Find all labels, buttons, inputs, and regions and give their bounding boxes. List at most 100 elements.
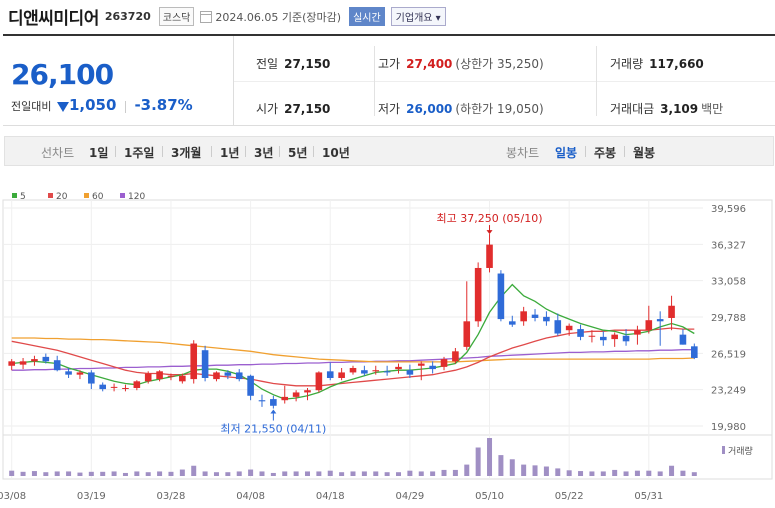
- candle-body: [281, 396, 289, 401]
- realtime-button[interactable]: 실시간: [349, 7, 385, 26]
- volume-bar: [304, 471, 310, 476]
- volume-label: 거래량: [728, 445, 753, 457]
- volume-bar: [236, 471, 242, 476]
- tab-1day[interactable]: 1일: [89, 146, 109, 160]
- volume-bar: [418, 471, 424, 476]
- prev-close: 전일 27,150: [256, 57, 331, 71]
- volume-bar: [43, 472, 49, 476]
- tab-1week[interactable]: 1주일: [124, 146, 155, 160]
- candle-body: [406, 370, 414, 375]
- legend-swatch: [120, 193, 125, 198]
- volume-bar: [691, 472, 697, 476]
- volume-bar: [122, 472, 128, 476]
- high-annotation: 최고 37,250 (05/10): [437, 212, 543, 225]
- change-label: 전일대비: [11, 100, 52, 113]
- volume-bar: [259, 471, 265, 476]
- volume-bar: [145, 472, 151, 476]
- candle-body: [429, 365, 436, 370]
- volume-bar: [270, 472, 276, 476]
- candle-body: [634, 330, 641, 335]
- y-tick-label: 33,058: [711, 277, 746, 288]
- tab-10year[interactable]: 10년: [322, 146, 350, 160]
- y-tick-label: 39,596: [711, 204, 746, 215]
- volume-bar: [66, 471, 72, 476]
- candle-body: [679, 334, 687, 345]
- tab-daily[interactable]: 일봉: [555, 146, 578, 160]
- tab-candle-chart[interactable]: 봉차트: [506, 146, 540, 160]
- tab-5year[interactable]: 5년: [288, 146, 308, 160]
- candle-body: [645, 320, 653, 331]
- volume-bar: [350, 471, 356, 476]
- candle-body: [99, 384, 107, 390]
- quote-grid: 전일 27,150 고가 27,400 (상한가 35,250) 거래량 117,660…: [233, 36, 775, 126]
- volume-bar: [475, 447, 481, 476]
- divider: [234, 81, 775, 82]
- candle-body: [577, 329, 584, 337]
- candle-body: [588, 335, 596, 337]
- divider: [374, 46, 375, 116]
- volume-bar: [88, 471, 94, 476]
- candle-body: [599, 336, 607, 341]
- candle-body: [76, 372, 84, 375]
- volume-bar: [452, 469, 458, 476]
- volume-bar: [487, 438, 493, 476]
- open-price: 시가 27,150: [256, 102, 331, 116]
- chart-tabs: 선차트 1일 1주일 3개월 1년 3년 5년 10년 봉차트 일봉 주봉 월봉: [4, 136, 774, 166]
- legend-swatch: [12, 193, 17, 198]
- tab-1year[interactable]: 1년: [220, 146, 240, 160]
- x-tick-label: 03/08: [0, 491, 26, 502]
- candle-body: [543, 316, 550, 322]
- candle-body: [110, 386, 118, 388]
- y-tick-label: 36,327: [711, 240, 746, 251]
- y-tick-label: 29,788: [711, 313, 746, 324]
- candle-body: [372, 370, 380, 372]
- volume-bar: [361, 471, 367, 476]
- candle-body: [554, 320, 562, 334]
- change-percent: -3.87%: [134, 96, 193, 114]
- candle-body: [440, 359, 448, 367]
- ma120-line: [11, 349, 695, 371]
- volume-bar: [543, 466, 549, 476]
- candle-body: [691, 346, 698, 358]
- tab-monthly[interactable]: 월봉: [633, 146, 656, 160]
- candle-body: [213, 372, 220, 380]
- volume-bar: [657, 471, 663, 476]
- candle-body: [53, 360, 61, 371]
- volume-bar: [282, 471, 288, 476]
- volume-bar: [532, 465, 538, 476]
- low-annotation: 최저 21,550 (04/11): [220, 423, 326, 436]
- quote-panel: 26,100 전일대비 1,050 -3.87% 전일 27,150 고가 27,4…: [3, 34, 775, 126]
- x-tick-label: 04/29: [395, 491, 424, 502]
- volume-bar: [566, 470, 572, 476]
- company-overview-dropdown[interactable]: 기업개요 ▾: [390, 7, 446, 26]
- volume-bar: [327, 470, 333, 476]
- tab-3year[interactable]: 3년: [254, 146, 274, 160]
- high-arrow-head: [486, 230, 493, 235]
- candle-body: [292, 392, 300, 397]
- legend-label: 20: [56, 192, 68, 202]
- candle-body: [270, 399, 277, 406]
- divider: [211, 146, 212, 157]
- x-tick-label: 05/10: [475, 491, 504, 502]
- legend-label: 5: [20, 192, 26, 202]
- x-tick-label: 03/19: [77, 491, 106, 502]
- candle-body: [88, 372, 95, 384]
- candle-body: [326, 371, 334, 378]
- candle-body: [417, 363, 425, 366]
- tab-line-chart[interactable]: 선차트: [41, 146, 75, 160]
- legend-label: 60: [92, 192, 104, 202]
- tab-3month[interactable]: 3개월: [171, 146, 202, 160]
- tab-weekly[interactable]: 주봉: [594, 146, 617, 160]
- candle-body: [8, 361, 15, 366]
- divider: [162, 146, 163, 157]
- x-tick-label: 05/31: [634, 491, 663, 502]
- legend-swatch: [48, 193, 53, 198]
- candle-body: [463, 321, 471, 347]
- candle-body: [31, 359, 38, 362]
- low-arrow-head: [270, 409, 277, 414]
- volume-bar: [9, 470, 15, 476]
- volume-bar: [669, 465, 675, 476]
- candle-body: [247, 375, 254, 396]
- candle-body: [361, 370, 368, 374]
- stock-code: 263720: [104, 10, 151, 23]
